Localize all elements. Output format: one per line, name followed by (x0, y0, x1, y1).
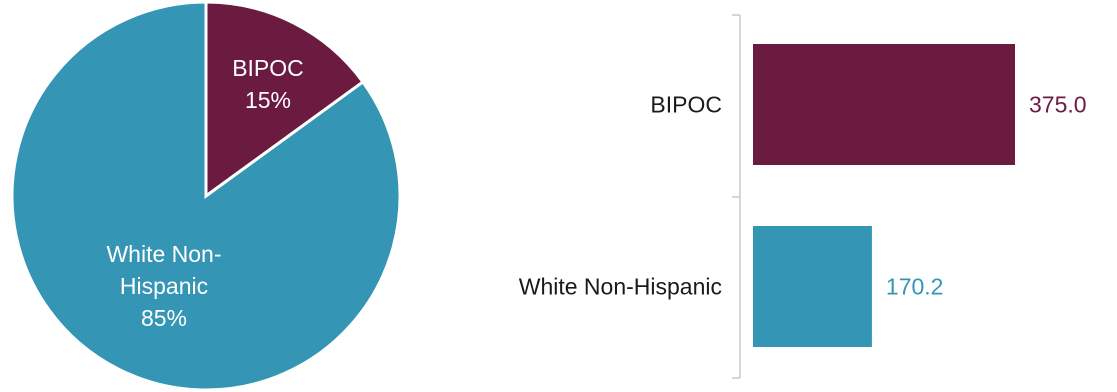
pie-label-bipoc-line-2: 15% (245, 87, 291, 113)
bar-category-label-bipoc: BIPOC (650, 92, 722, 118)
bar-bipoc (753, 44, 1015, 165)
pie-label-white-non-hispanic-line-2: Hispanic (120, 273, 208, 299)
bar-value-label-white-non-hispanic: 170.2 (886, 274, 944, 300)
pie-slice-bipoc (204, 0, 366, 199)
bar-white-non-hispanic (753, 226, 872, 347)
pie-slice-white-non-hispanic (10, 0, 402, 392)
pie-chart: BIPOC 15% White Non- Hispanic 85% (10, 0, 402, 392)
bar-value-label-bipoc: 375.0 (1029, 92, 1087, 118)
pie-label-white-non-hispanic-line-1: White Non- (106, 241, 221, 267)
bar-category-label-white-non-hispanic: White Non-Hispanic (519, 274, 722, 300)
bar-chart: BIPOC 375.0 White Non-Hispanic 170.2 (519, 14, 1087, 379)
pie-label-white-non-hispanic-line-3: 85% (141, 305, 187, 331)
pie-label-bipoc-line-1: BIPOC (232, 55, 304, 81)
